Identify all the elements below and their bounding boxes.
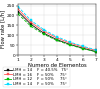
- LMH = 14    F = 40.5%   75°: [43, 33, 45, 34]
- Line: LMH = 12    F = 50%     75°: LMH = 12 F = 50% 75°: [17, 13, 97, 53]
- LMH = 14    F = 50%     75°: [69, 42, 71, 43]
- LMH = 16    F = 50%     75°: [56, 37, 58, 38]
- LMH = 14    F = 50%     75°: [56, 36, 58, 37]
- LMH = 14    F = 50%     75°: [95, 49, 97, 50]
- LMH = 14    F = 40.5%   75°: [17, 11, 19, 12]
- LMH = 14    F = 40.5%   75°: [82, 48, 84, 49]
- LMH = 14    F = 50%     75°: [30, 20, 32, 21]
- LMH = 14    F = 50%     75°: [82, 46, 84, 47]
- Legend: LMH = 14    F = 40.5%   75°, LMH = 16    F = 50%     75°, LMH = 12    F = 50%   : LMH = 14 F = 40.5% 75°, LMH = 16 F = 50%…: [3, 67, 70, 87]
- X-axis label: Numero de Elementos: Numero de Elementos: [28, 63, 86, 68]
- LMH = 14    F = 40.5%   75°: [95, 51, 97, 52]
- Line: LMH = 14    F = 50%     75°: LMH = 14 F = 50% 75°: [17, 6, 97, 51]
- LMH = 12    F = 50%     75°: [95, 51, 97, 52]
- LMH = 14    F = 50%     75°: [17, 6, 19, 7]
- LMH = 14    F = 40.5%   75°: [56, 39, 58, 40]
- LMH = 12    F = 50%     75°: [56, 40, 58, 41]
- LMH = 12    F = 50%     75°: [43, 34, 45, 35]
- Line: LMH = 14    F = 40.5%   75°: LMH = 14 F = 40.5% 75°: [17, 11, 97, 53]
- LMH = 12    F = 50%     75°: [30, 26, 32, 27]
- LMH = 16    F = 50%     75°: [82, 47, 84, 48]
- LMH = 14    F = 40.5%   75°: [30, 24, 32, 25]
- LMH = 14    F = 50%     75°: [43, 29, 45, 30]
- LMH = 12    F = 50%     75°: [69, 44, 71, 46]
- LMH = 14    F = 40.5%   75°: [69, 44, 71, 45]
- LMH = 16    F = 50%     75°: [69, 43, 71, 44]
- LMH = 16    F = 50%     75°: [95, 50, 97, 51]
- LMH = 16    F = 50%     75°: [30, 22, 32, 23]
- LMH = 16    F = 50%     75°: [17, 9, 19, 10]
- LMH = 12    F = 50%     75°: [82, 48, 84, 49]
- LMH = 16    F = 50%     75°: [43, 31, 45, 32]
- Line: LMH = 16    F = 50%     75°: LMH = 16 F = 50% 75°: [17, 8, 97, 51]
- LMH = 12    F = 50%     75°: [17, 13, 19, 14]
- Y-axis label: Flow rate [L/h]: Flow rate [L/h]: [0, 10, 6, 49]
